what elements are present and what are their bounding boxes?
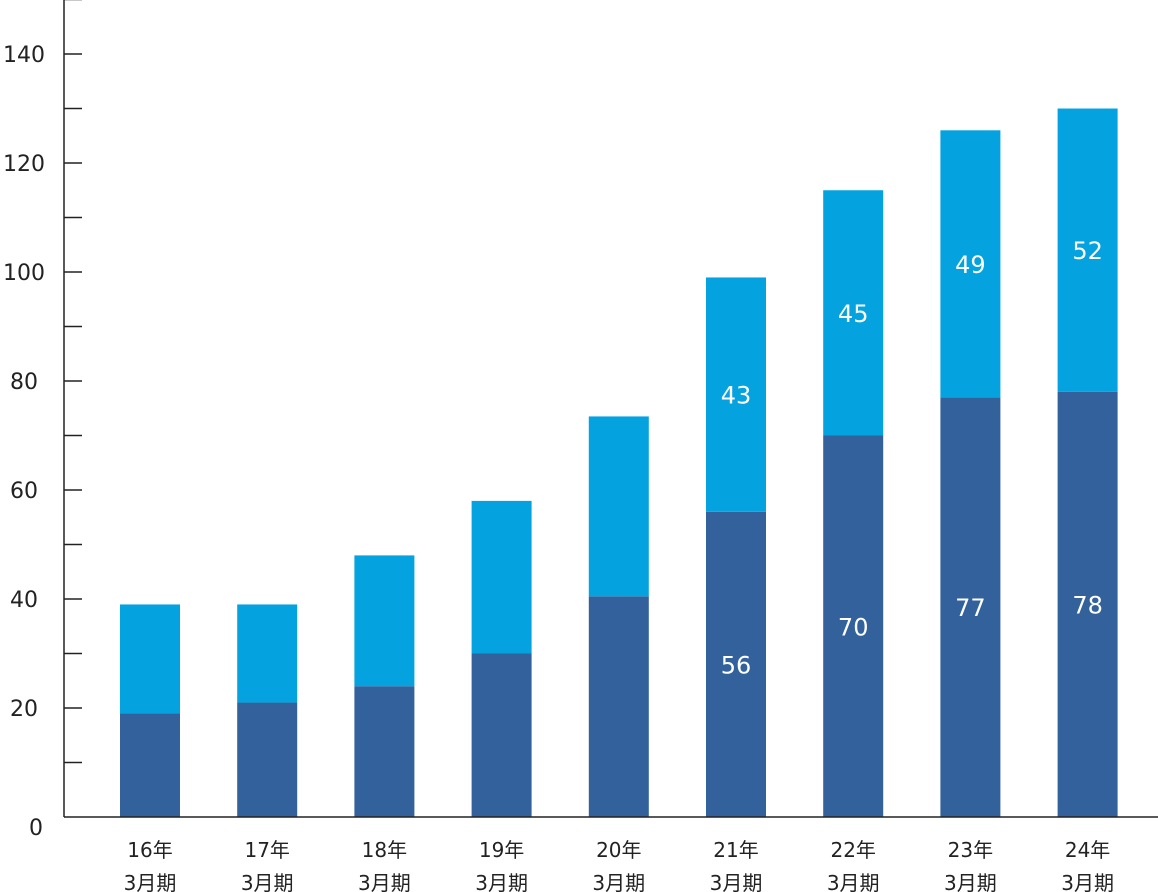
category-label-2-line-2: 3月期	[241, 871, 294, 892]
axes-layer	[63, 0, 1158, 818]
data-label-1-8: 77	[955, 594, 986, 622]
category-label-9-line-1: 24年	[1065, 838, 1110, 862]
category-label-5-line-1: 20年	[596, 838, 641, 862]
bar-segment-2-3	[354, 555, 415, 687]
y-tick-label-0: 0	[29, 816, 43, 841]
bar-segment-1-5	[588, 596, 649, 817]
bars-layer	[120, 108, 1118, 817]
category-label-4-line-2: 3月期	[475, 871, 528, 892]
y-tick-label-40: 40	[10, 588, 38, 613]
bar-segment-1-1	[120, 713, 180, 817]
bar-segment-1-7	[823, 435, 884, 817]
bar-segment-1-2	[237, 702, 298, 817]
bar-segment-2-6	[706, 277, 766, 512]
category-label-7-line-2: 3月期	[827, 871, 880, 892]
bar-segment-1-8	[940, 397, 1001, 817]
bar-segment-1-9	[1057, 391, 1118, 817]
bar-segment-1-4	[471, 653, 532, 817]
y-tick-label-20: 20	[10, 697, 38, 722]
labels-layer: 16年 3月期 17年 3月期 18年 3月期 19年 3月期 20年 3月期 56 43 21年 3月期…	[3, 43, 1114, 892]
data-label-2-8: 49	[955, 251, 986, 279]
category-label-1-line-1: 16年	[127, 838, 172, 862]
category-label-5-line-2: 3月期	[592, 871, 645, 892]
category-label-1-line-2: 3月期	[124, 871, 177, 892]
category-label-8-line-1: 23年	[948, 838, 993, 862]
y-tick-label-60: 60	[10, 479, 38, 504]
category-label-9-line-2: 3月期	[1061, 871, 1114, 892]
y-tick-label-120: 120	[3, 152, 45, 177]
data-label-2-6: 43	[721, 382, 752, 410]
data-label-1-6: 56	[721, 651, 752, 679]
data-label-1-9: 78	[1072, 591, 1103, 619]
bar-segment-2-9	[1057, 108, 1118, 392]
data-label-2-7: 45	[838, 300, 869, 328]
bar-segment-2-4	[471, 500, 532, 654]
data-label-1-7: 70	[838, 613, 869, 641]
data-label-2-9: 52	[1072, 237, 1103, 265]
bar-segment-1-6	[706, 511, 766, 817]
bar-segment-2-7	[823, 190, 884, 436]
bar-segment-2-5	[588, 416, 649, 597]
bar-segment-2-8	[940, 130, 1001, 398]
category-label-2-line-1: 17年	[244, 838, 289, 862]
bar-segment-1-3	[354, 686, 415, 817]
y-tick-label-80: 80	[10, 370, 38, 395]
bar-segment-2-2	[237, 604, 298, 703]
bar-segment-2-1	[120, 604, 180, 714]
category-label-4-line-1: 19年	[479, 838, 524, 862]
category-label-7-line-1: 22年	[830, 838, 875, 862]
y-tick-label-100: 100	[3, 261, 45, 286]
category-label-3-line-2: 3月期	[358, 871, 411, 892]
y-tick-label-140: 140	[3, 43, 45, 68]
category-label-6-line-2: 3月期	[710, 871, 763, 892]
category-label-6-line-1: 21年	[713, 838, 758, 862]
category-label-8-line-2: 3月期	[944, 871, 997, 892]
category-label-3-line-1: 18年	[362, 838, 407, 862]
